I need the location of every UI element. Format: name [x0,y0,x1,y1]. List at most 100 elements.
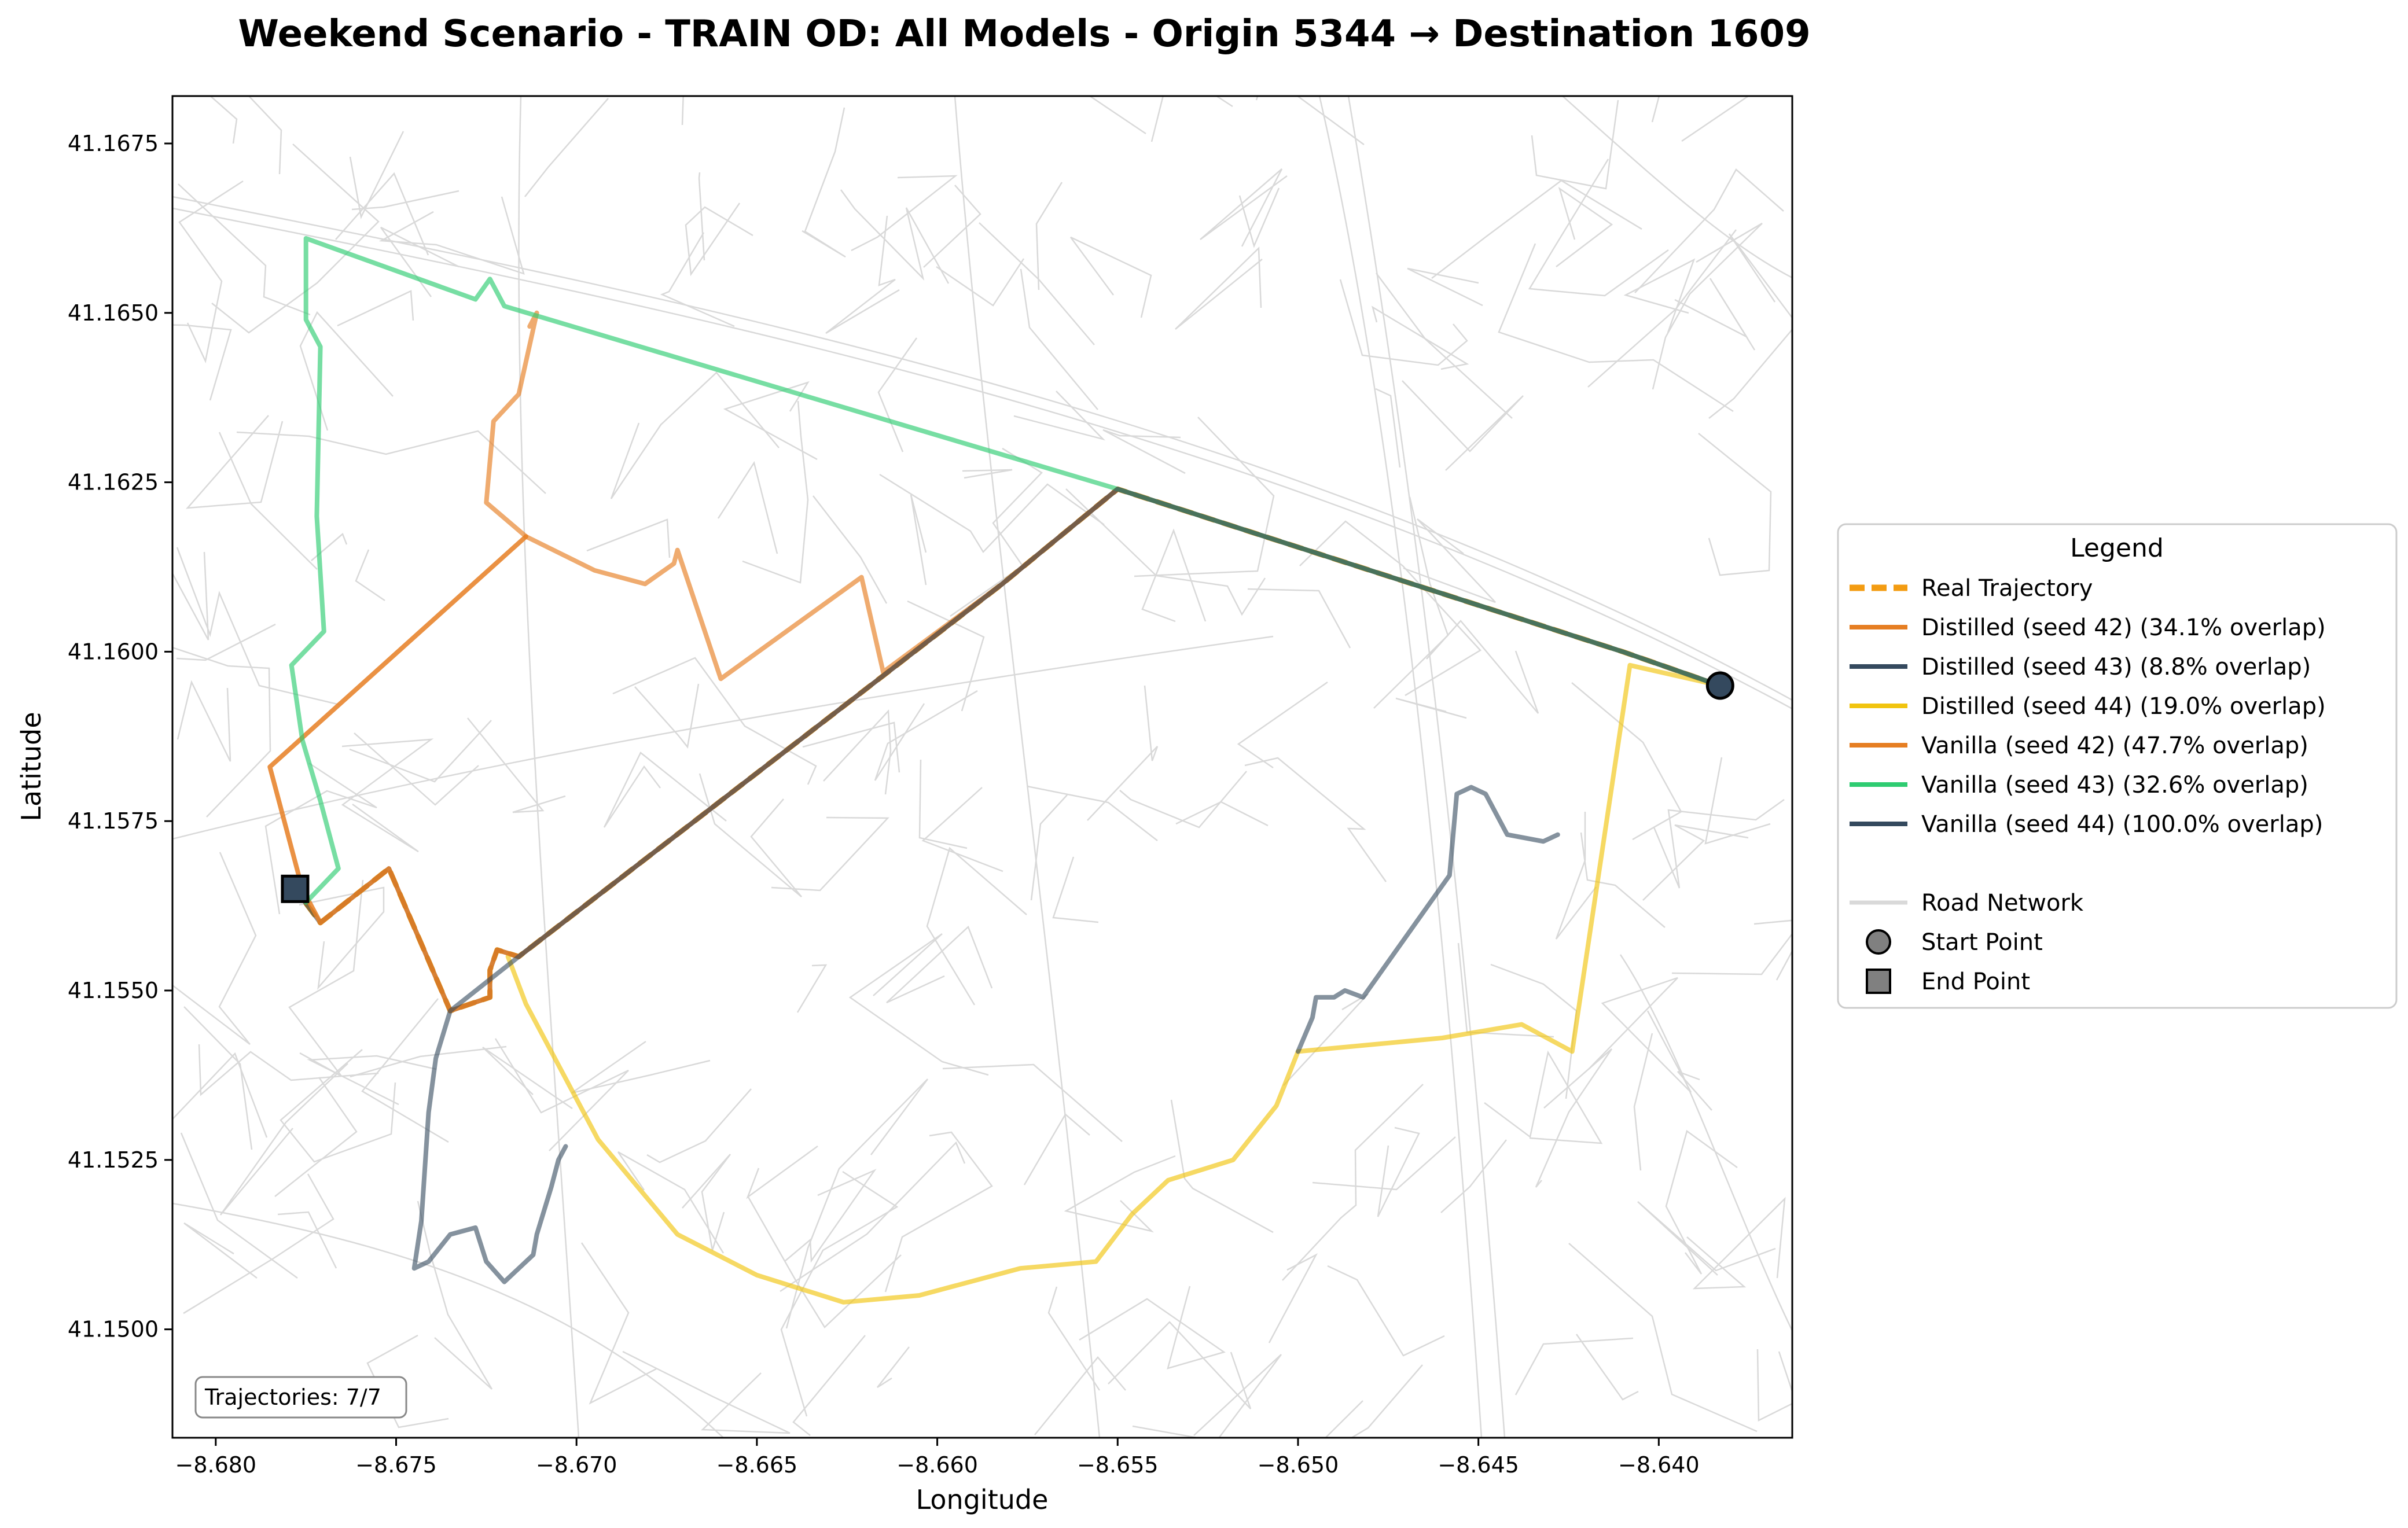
y-tick-label: 41.1550 [68,978,159,1003]
road-segment [742,400,809,584]
road-segment [186,415,284,509]
x-tick-label: −8.680 [175,1452,256,1478]
road-segment [172,551,209,640]
road-segment [1027,785,1158,841]
road-segment [907,600,985,712]
road-segment [1756,1349,1792,1422]
road-segment [380,226,459,297]
road-segment [341,738,434,853]
road-segment [603,752,727,828]
road-segment [1440,1139,1507,1213]
road-segment [1013,391,1106,441]
x-tick-label: −8.640 [1618,1452,1700,1478]
road-segment [796,964,828,1013]
road-segment [1047,1286,1101,1391]
road-segment [1347,96,1506,1438]
road-segment [1426,620,1539,714]
end-point-marker [281,874,310,903]
road-segment [280,1049,396,1163]
road-segment [1200,168,1288,247]
road-segment [172,635,1274,840]
road-segment [178,183,311,316]
road-segment [802,107,846,258]
road-segment [172,852,257,1045]
legend-label: Distilled (seed 44) (19.0% overlap) [1921,693,2326,720]
road-segment [1312,1136,1456,1191]
road-segment [1588,977,1692,1093]
road-segment [936,258,1025,307]
start-point-marker [1705,671,1734,700]
road-segment [1087,685,1159,821]
road-segment [1431,179,1642,279]
road-segment [1653,798,1785,889]
road-segment [1619,954,1792,1331]
x-tick-label: −8.645 [1438,1452,1519,1478]
road-segment [723,381,818,461]
road-segment [1571,682,1682,841]
road-segment [1296,96,1365,146]
road-segment [1637,1201,1776,1276]
x-axis: −8.680 −8.675 −8.670 −8.665 −8.660 −8.655 −8.6… [175,1438,1700,1478]
road-segment [1377,1126,1420,1217]
road-segment [1634,168,1784,293]
road-segment [1671,933,1792,975]
road-segment [685,202,753,277]
road-segment [1633,1033,1653,1171]
y-axis-label: Latitude [16,712,47,821]
road-segment [1023,1113,1090,1185]
legend-label: Vanilla (seed 42) (47.7% overlap) [1921,732,2308,759]
road-segment [172,646,271,818]
x-tick-label: −8.665 [716,1452,798,1478]
road-segment [1079,1286,1226,1369]
road-segment [1134,417,1275,577]
legend-frame [1837,523,2398,1009]
road-segment [1119,771,1247,829]
road-segment [1642,824,1749,901]
road-segment [1318,96,1483,1438]
y-axis: 41.1500 41.1525 41.1550 41.1575 41.1600 41.16… [68,131,172,1342]
legend-start-icon [1866,929,1891,955]
road-segment [886,925,993,1004]
trajectory-count-box: Trajectories: 7/7 [194,1376,407,1419]
road-segment [802,721,900,773]
legend-label: Real Trajectory [1921,575,2093,602]
x-tick-label: −8.670 [536,1452,617,1478]
road-segment [813,495,888,604]
road-segment [646,1088,752,1164]
road-segment [180,1132,298,1279]
y-tick-label: 41.1500 [68,1317,159,1342]
road-segment [349,720,492,783]
road-segment [178,180,244,363]
road-segment [467,717,566,813]
legend-label: Start Point [1921,929,2043,956]
road-segment [634,683,700,749]
road-segment [1324,1364,1423,1438]
road-segment [1575,1334,1639,1401]
road-segment [780,1170,899,1417]
legend-label: Distilled (seed 42) (34.1% overlap) [1921,614,2326,641]
road-segment [311,532,348,561]
road-segment [361,998,449,1143]
road-segment [277,1211,337,1269]
road-segment [942,1063,1123,1142]
road-segment [355,549,385,602]
road-segment [1403,518,1496,603]
road-segment [1034,1356,1126,1435]
road-segment [1677,1070,1712,1111]
road-segment [264,762,377,915]
road-segment [183,1222,258,1279]
road-segment [494,1038,629,1151]
road-segment [335,172,429,256]
road-segment [1282,1084,1424,1281]
road-segment [622,1350,791,1434]
road-segment [884,1131,993,1293]
road-segment [248,96,282,175]
road-segment [771,816,889,892]
road-segment [1556,186,1613,267]
road-segment [1244,757,1387,882]
road-segment [1141,528,1207,623]
y-tick-label: 41.1625 [68,470,159,495]
road-segment [211,143,380,334]
road-segment [1681,96,1750,142]
